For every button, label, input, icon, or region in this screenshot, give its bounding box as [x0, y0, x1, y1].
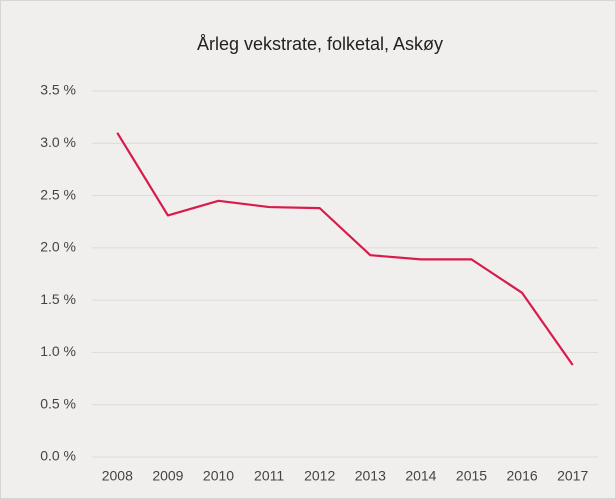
y-tick-label: 3.0 % — [40, 134, 76, 150]
x-tick-label: 2012 — [304, 468, 335, 484]
y-tick-label: 1.5 % — [40, 291, 76, 307]
x-tick-label: 2016 — [507, 468, 538, 484]
x-tick-label: 2017 — [557, 468, 588, 484]
y-tick-label: 1.0 % — [40, 343, 76, 359]
y-tick-label: 2.5 % — [40, 186, 76, 202]
x-tick-label: 2009 — [152, 468, 183, 484]
x-tick-label: 2013 — [355, 468, 386, 484]
x-tick-label: 2008 — [102, 468, 133, 484]
x-tick-label: 2010 — [203, 468, 234, 484]
y-tick-label: 2.0 % — [40, 239, 76, 255]
x-tick-label: 2015 — [456, 468, 487, 484]
y-tick-label: 3.5 % — [40, 82, 76, 98]
y-tick-label: 0.0 % — [40, 448, 76, 464]
x-tick-label: 2014 — [405, 468, 436, 484]
data-line — [116, 132, 574, 366]
y-tick-label: 0.5 % — [40, 395, 76, 411]
chart-title: Årleg vekstrate, folketal, Askøy — [197, 34, 443, 54]
x-tick-label: 2011 — [254, 468, 284, 484]
